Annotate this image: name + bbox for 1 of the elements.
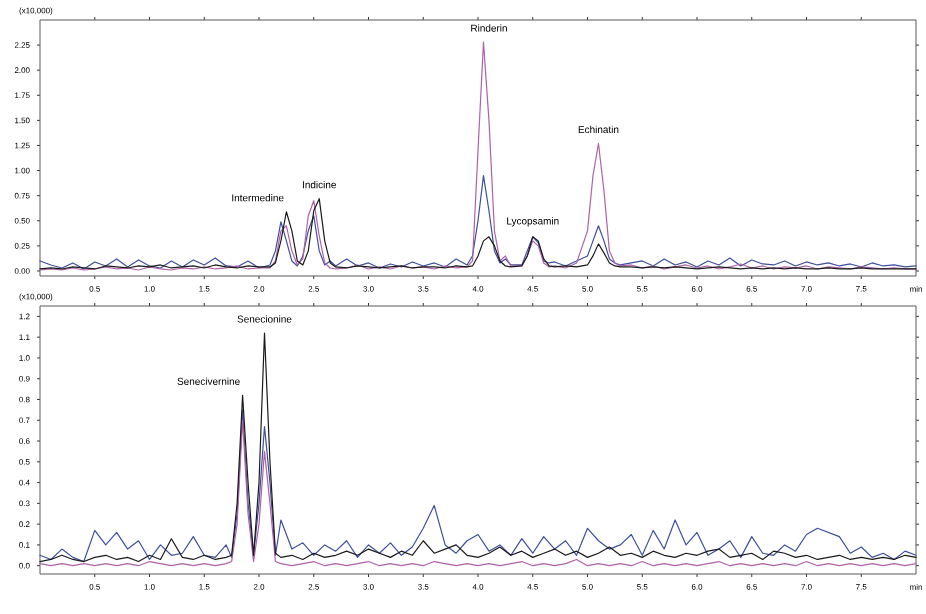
line-series bbox=[39, 41, 917, 271]
